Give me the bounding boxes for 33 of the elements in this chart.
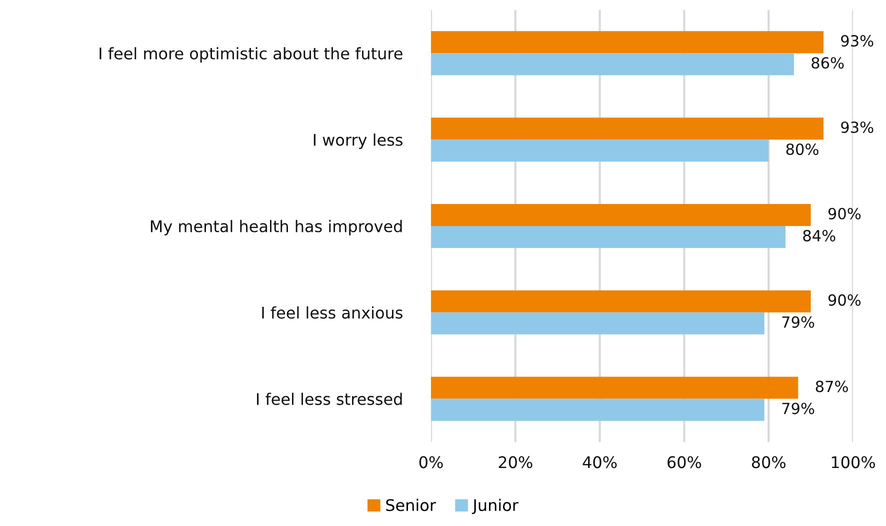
- y-tick-label: I worry less: [314, 134, 402, 149]
- bar: [431, 140, 769, 162]
- bar: [431, 226, 786, 248]
- bar: [431, 376, 798, 399]
- data-label: 90%: [828, 208, 861, 220]
- bar: [431, 31, 824, 54]
- data-label: 79%: [782, 316, 814, 328]
- bar: [431, 290, 811, 312]
- x-tick-label: 100%: [832, 456, 875, 468]
- data-label: 86%: [812, 57, 844, 69]
- x-tick-label: 0%: [419, 456, 443, 468]
- data-label: 79%: [782, 402, 814, 414]
- data-label: 93%: [841, 121, 874, 134]
- x-tick-label: 20%: [498, 456, 532, 468]
- x-tick-label: 60%: [668, 456, 702, 468]
- data-label: 93%: [841, 35, 874, 47]
- legend-label: Senior: [386, 498, 436, 512]
- bar: [431, 118, 824, 140]
- data-label: 84%: [803, 230, 836, 242]
- bar: [431, 53, 794, 76]
- bar: [431, 204, 811, 226]
- bar: [431, 312, 764, 334]
- data-label: 80%: [786, 143, 818, 156]
- y-tick-label: I feel less anxious: [262, 306, 402, 319]
- x-tick-label: 80%: [752, 456, 786, 468]
- bar: [431, 398, 764, 421]
- y-tick-label: I feel more optimistic about the future: [100, 47, 402, 63]
- y-tick-label: I feel less stressed: [257, 392, 402, 406]
- y-tick-label: My mental health has improved: [150, 220, 402, 236]
- data-label: 87%: [816, 380, 848, 392]
- x-tick-label: 40%: [582, 456, 617, 468]
- data-label: 90%: [828, 294, 861, 306]
- legend-label: Junior: [472, 498, 518, 514]
